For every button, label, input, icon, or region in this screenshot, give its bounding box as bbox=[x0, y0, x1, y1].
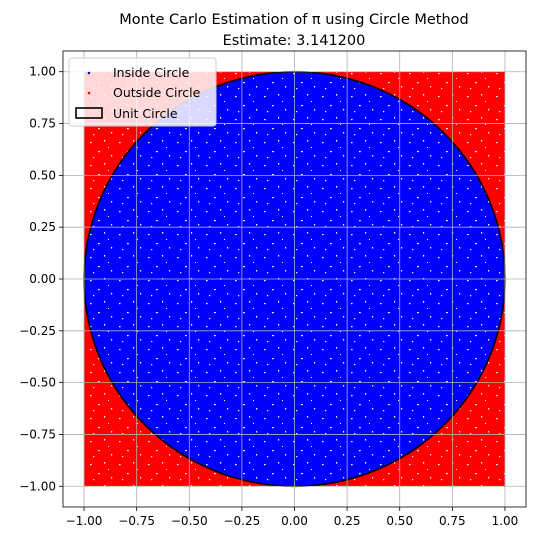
x-axis: −1.00 −0.75 −0.50 −0.25 0.00 0.25 0.50 0.75 1.00 bbox=[66, 507, 519, 528]
legend-outside-marker bbox=[87, 91, 91, 95]
y-tick-label: −1.00 bbox=[19, 479, 56, 493]
x-tick-label: 1.00 bbox=[492, 514, 519, 528]
legend: Inside Circle Outside Circle Unit Circle bbox=[68, 57, 217, 127]
y-tick-label: 0.25 bbox=[29, 220, 56, 234]
legend-inside-label: Inside Circle bbox=[113, 65, 190, 80]
legend-box bbox=[68, 57, 217, 127]
legend-entry-outside: Outside Circle bbox=[87, 85, 201, 100]
x-tick-label: 0.25 bbox=[334, 514, 361, 528]
y-axis: 1.00 0.75 0.50 0.25 0.00 −0.25 −0.50 −0.75 −1.00 bbox=[19, 65, 63, 493]
x-tick-label: −0.50 bbox=[171, 514, 208, 528]
legend-circle-marker bbox=[75, 107, 103, 119]
y-tick-label: −0.75 bbox=[19, 427, 56, 441]
y-tick-label: 0.75 bbox=[29, 117, 56, 131]
chart-title: Monte Carlo Estimation of π using Circle… bbox=[119, 12, 469, 28]
x-tick-label: −0.25 bbox=[223, 514, 260, 528]
plot-area bbox=[63, 51, 526, 507]
legend-outside-label: Outside Circle bbox=[113, 85, 201, 100]
y-tick-label: −0.50 bbox=[19, 376, 56, 390]
x-tick-label: −1.00 bbox=[66, 514, 103, 528]
x-tick-label: −0.75 bbox=[118, 514, 155, 528]
chart-subtitle: Estimate: 3.141200 bbox=[223, 33, 366, 49]
y-tick-label: 0.50 bbox=[29, 168, 56, 182]
y-tick-label: 1.00 bbox=[29, 65, 56, 79]
x-tick-label: 0.75 bbox=[439, 514, 466, 528]
x-tick-label: 0.50 bbox=[386, 514, 413, 528]
legend-circle-label: Unit Circle bbox=[113, 106, 178, 121]
legend-inside-marker bbox=[87, 71, 91, 75]
legend-entry-inside: Inside Circle bbox=[87, 65, 190, 80]
y-tick-label: −0.25 bbox=[19, 324, 56, 338]
legend-entry-circle: Unit Circle bbox=[75, 106, 178, 121]
x-tick-label: 0.00 bbox=[281, 514, 308, 528]
y-tick-label: 0.00 bbox=[29, 272, 56, 286]
